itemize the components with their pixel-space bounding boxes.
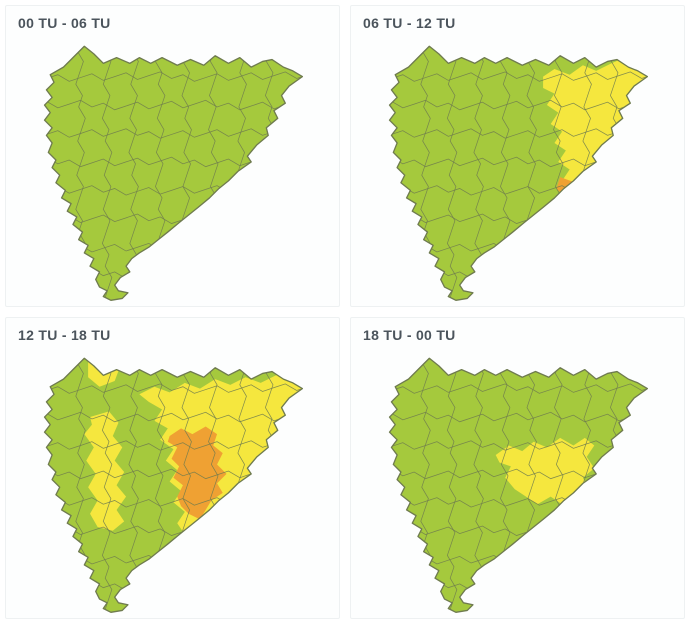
comarca-border-line [446,358,458,613]
catalonia-warning-map [6,345,339,618]
comarca-border-line [389,242,648,253]
time-range-label: 12 TU - 18 TU [18,327,111,343]
warning-panel: 12 TU - 18 TU [5,317,340,619]
catalonia-warning-map [351,345,684,618]
comarca-border-line [44,554,303,565]
comarca-border-line [389,71,648,82]
comarca-border-line [389,554,648,565]
map-svg [388,357,649,613]
comarca-border-line [389,268,648,279]
comarca-border-line [446,46,458,301]
map-svg [388,45,649,301]
warning-panel: 06 TU - 12 TU [350,5,685,307]
warning-panel: 00 TU - 06 TU [5,5,340,307]
comarca-border-line [389,383,648,394]
catalonia-warning-map [6,33,339,306]
comarca-border-line [101,46,113,301]
map-svg [43,357,304,613]
comarca-border-line [44,580,303,591]
warning-patch-yellow [495,437,595,505]
catalonia-outline [388,45,649,301]
catalonia-landmass [44,46,303,301]
catalonia-outline [43,45,304,301]
comarca-border-line [44,242,303,253]
warning-panel: 18 TU - 00 TU [350,317,685,619]
time-range-label: 00 TU - 06 TU [18,15,111,31]
catalonia-warning-map [351,33,684,306]
comarca-border-line [44,383,303,394]
catalonia-outline [43,357,304,613]
comarca-border-line [44,268,303,279]
catalonia-outline [388,357,649,613]
comarca-border-line [101,358,113,613]
map-svg [43,45,304,301]
time-range-label: 18 TU - 00 TU [363,327,456,343]
comarca-border-line [44,71,303,82]
warning-patch-orange [167,426,227,520]
time-range-label: 06 TU - 12 TU [363,15,456,31]
comarca-border-line [389,580,648,591]
